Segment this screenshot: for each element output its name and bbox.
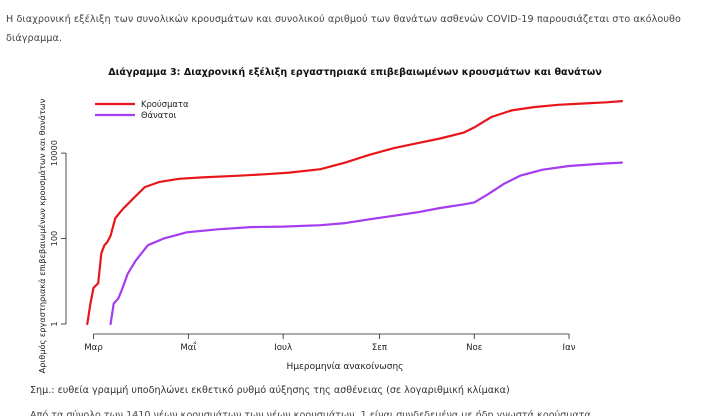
chart-axes: Μαρ Μαΐ Ιουλ Σεπ Νοε Ιαν 1 100 10000: [49, 140, 576, 353]
y-tick-label: 100: [49, 231, 59, 247]
series-line-deaths: [109, 161, 623, 326]
y-axis-label: Αριθμός εργαστηριακά επιβεβαιωμένων κρου…: [37, 98, 47, 373]
x-axis-label: Ημερομηνία ανακοίνωσης: [287, 362, 404, 372]
chart-svg: Διάγραμμα 3: Διαχρονική εξέλιξη εργαστηρ…: [37, 66, 623, 373]
x-tick-label: Ιαν: [563, 343, 576, 353]
intro-paragraph: Η διαχρονική εξέλιξη των συνολικών κρουσ…: [6, 14, 681, 44]
chart-container: Διάγραμμα 3: Διαχρονική εξέλιξη εργαστηρ…: [0, 58, 711, 378]
x-tick-label: Σεπ: [372, 343, 387, 353]
chart-note: Σημ.: ευθεία γραμμή υποδηλώνει εκθετικό …: [30, 385, 510, 396]
y-tick-label: 1: [49, 321, 59, 326]
legend-label: Θάνατοι: [141, 110, 176, 120]
series-line-cases: [86, 100, 623, 326]
chart-series-layer: [86, 100, 623, 326]
y-tick-label: 10000: [49, 140, 59, 166]
x-tick-label: Μαρ: [84, 343, 103, 353]
legend-label: Κρούσματα: [141, 99, 189, 109]
cut-off-paragraph: Από τα σύνολο των 1410 νέων κρουσμάτων τ…: [30, 410, 591, 416]
x-tick-label: Μαΐ: [180, 341, 196, 353]
x-tick-label: Νοε: [466, 343, 483, 353]
chart-title: Διάγραμμα 3: Διαχρονική εξέλιξη εργαστηρ…: [108, 66, 602, 78]
x-tick-label: Ιουλ: [274, 343, 292, 353]
